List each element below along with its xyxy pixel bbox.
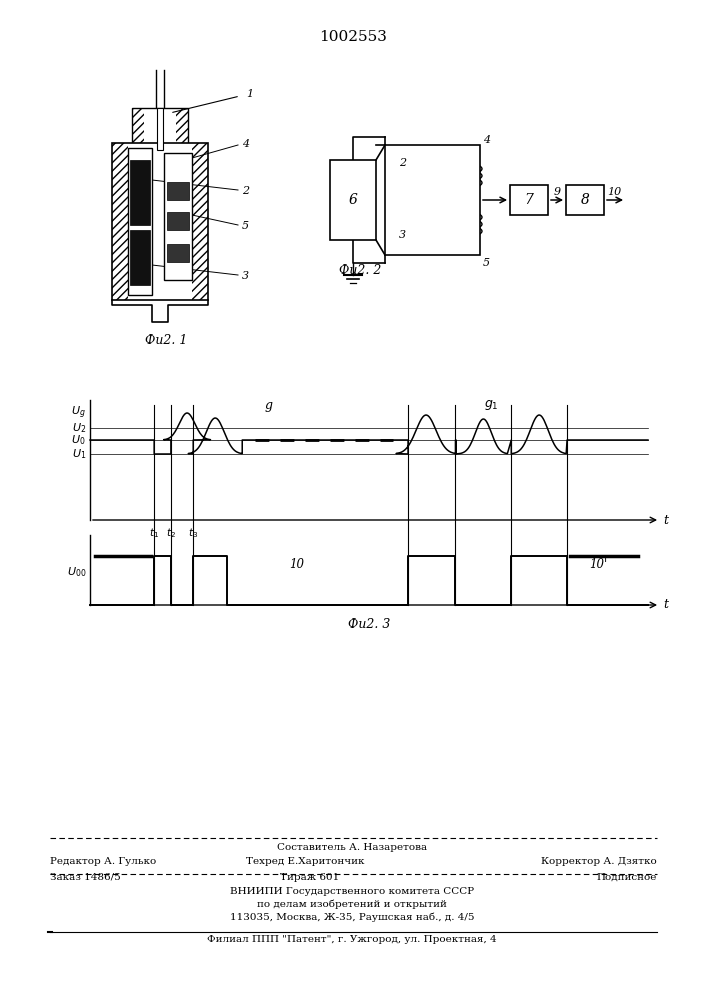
Text: 2: 2 (242, 186, 249, 196)
Bar (128, 148, 152, 295)
Bar (164, 153, 192, 280)
Text: 3: 3 (242, 271, 249, 281)
Text: 10: 10 (289, 558, 304, 571)
Text: Заказ 1486/5: Заказ 1486/5 (50, 873, 121, 882)
Text: Фu2. 3: Фu2. 3 (348, 618, 390, 632)
Text: Редактор А. Гулько: Редактор А. Гулько (50, 857, 156, 866)
Bar (132, 108, 188, 145)
Text: $U_0$: $U_0$ (71, 433, 86, 447)
Bar (157, 108, 163, 150)
Text: $t_1$: $t_1$ (149, 526, 159, 540)
Bar (130, 160, 150, 225)
Text: Корректор А. Дзятко: Корректор А. Дзятко (542, 857, 657, 866)
Text: 7: 7 (525, 193, 534, 207)
Text: Техред Е.Харитончик: Техред Е.Харитончик (246, 857, 364, 866)
Text: 9: 9 (554, 187, 561, 197)
Text: 113035, Москва, Ж-35, Раушская наб., д. 4/5: 113035, Москва, Ж-35, Раушская наб., д. … (230, 912, 474, 922)
Text: 10': 10' (590, 558, 607, 571)
Text: 1002553: 1002553 (319, 30, 387, 44)
Bar (130, 230, 150, 285)
Bar (132, 108, 144, 145)
Text: t: t (663, 598, 669, 611)
Text: 10: 10 (607, 187, 621, 197)
Text: Фu2. 1: Фu2. 1 (145, 334, 187, 347)
Text: $U_{00}$: $U_{00}$ (66, 566, 86, 579)
Text: 4: 4 (242, 139, 249, 149)
Text: 6: 6 (349, 193, 358, 207)
Text: ВНИИПИ Государственного комитета СССР: ВНИИПИ Государственного комитета СССР (230, 887, 474, 896)
Bar (385, 145, 480, 255)
Text: t: t (663, 514, 669, 526)
Text: Тираж 601: Тираж 601 (281, 873, 339, 882)
Bar (192, 143, 208, 300)
Bar (176, 108, 188, 145)
Text: 4: 4 (483, 135, 490, 145)
Text: $t_2$: $t_2$ (166, 526, 176, 540)
Text: 8: 8 (580, 193, 590, 207)
Text: Фu2. 2: Фu2. 2 (339, 263, 381, 276)
Bar (167, 212, 189, 230)
Text: $U_g$: $U_g$ (71, 405, 86, 421)
Text: $g_1$: $g_1$ (484, 398, 499, 412)
Text: по делам изобретений и открытий: по делам изобретений и открытий (257, 900, 447, 909)
Bar (112, 143, 208, 300)
Text: 5: 5 (242, 221, 249, 231)
Text: g: g (264, 398, 273, 412)
Text: 5: 5 (483, 258, 490, 268)
Bar (112, 143, 128, 300)
Bar (330, 160, 376, 240)
Bar (167, 244, 189, 262)
Text: 1: 1 (246, 89, 253, 99)
Text: 3: 3 (399, 230, 406, 240)
Bar (510, 185, 548, 215)
Text: $U_1$: $U_1$ (71, 447, 86, 461)
Text: Филиал ППП "Патент", г. Ужгород, ул. Проектная, 4: Филиал ППП "Патент", г. Ужгород, ул. Про… (207, 935, 497, 944)
Text: 2: 2 (399, 158, 406, 168)
Bar (167, 182, 189, 200)
Text: Подписное: Подписное (597, 873, 657, 882)
Text: $t_3$: $t_3$ (188, 526, 198, 540)
Text: Составитель А. Назаретова: Составитель А. Назаретова (277, 843, 427, 852)
Bar (566, 185, 604, 215)
Text: $U_2$: $U_2$ (71, 421, 86, 435)
